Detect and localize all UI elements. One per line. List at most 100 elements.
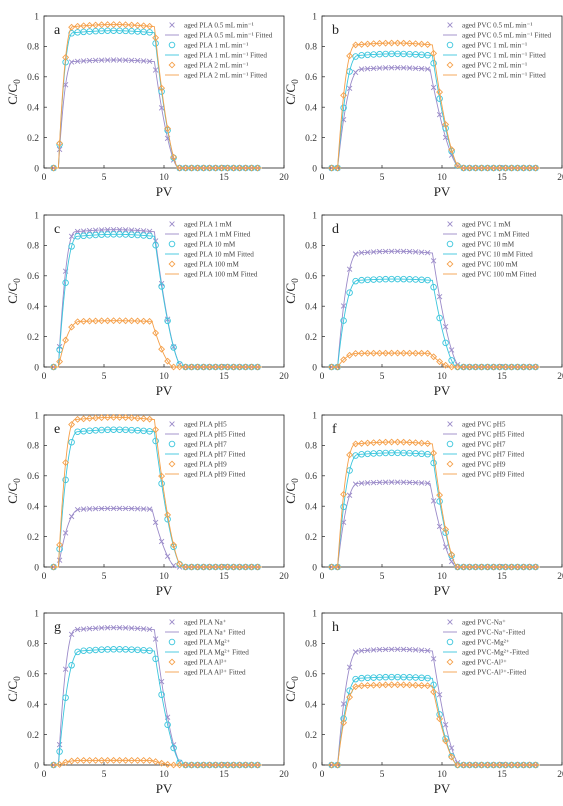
data-point	[182, 164, 190, 172]
data-point	[68, 631, 75, 638]
data-point	[110, 624, 117, 631]
data-point	[128, 505, 135, 512]
fitted-curve	[53, 648, 262, 766]
data-point	[86, 21, 94, 29]
data-point	[134, 227, 141, 234]
data-point	[86, 506, 93, 512]
y-tick-label: 0	[312, 164, 317, 174]
data-point	[418, 249, 425, 255]
data-point	[490, 363, 498, 371]
data-point	[358, 349, 366, 357]
data-point	[164, 760, 172, 768]
panel-b: 0 5 10 15 20 0 0.2 0.4 0.6 0.8 1 PV C/C0 b aged PVC 0.…	[283, 12, 563, 199]
data-point	[532, 164, 540, 172]
data-point	[526, 563, 534, 571]
data-point	[388, 646, 395, 653]
data-point	[490, 761, 498, 769]
data-point	[92, 625, 99, 631]
data-point	[424, 249, 431, 256]
data-point	[158, 283, 165, 290]
y-tick-label: 0.6	[305, 472, 317, 482]
y-tick-label: 1	[312, 609, 317, 619]
data-point	[92, 317, 100, 325]
legend-marker	[446, 440, 454, 448]
data-point	[418, 349, 426, 357]
fitted-curve	[331, 67, 540, 169]
data-point	[110, 505, 117, 512]
data-point	[188, 761, 196, 769]
data-point	[430, 656, 437, 662]
y-axis-label-subscript: 0	[290, 278, 300, 283]
data-point	[376, 349, 384, 357]
x-tick-label: 0	[42, 173, 47, 183]
y-tick-label: 1	[312, 411, 317, 421]
data-point	[140, 756, 148, 764]
legend-marker	[169, 619, 175, 625]
data-point	[394, 349, 402, 357]
y-tick-label: 0.4	[305, 701, 317, 711]
data-point	[134, 57, 141, 64]
data-point	[352, 251, 359, 257]
y-axis-label: C/C0	[5, 478, 22, 504]
data-point	[140, 626, 147, 632]
data-point	[394, 39, 402, 47]
data-point	[514, 563, 522, 571]
legend-entry: aged PLA 1 mL min⁻¹ Fitted	[184, 52, 267, 60]
data-point	[412, 40, 420, 48]
data-point	[80, 58, 87, 64]
data-point	[376, 438, 384, 446]
data-point	[340, 490, 348, 498]
x-tick-label: 20	[279, 770, 289, 780]
data-point	[388, 248, 395, 255]
data-point	[68, 662, 75, 669]
data-point	[158, 84, 166, 92]
data-point	[436, 88, 444, 96]
data-point	[418, 65, 425, 72]
data-point	[364, 439, 372, 447]
data-point	[254, 363, 262, 371]
data-point	[334, 164, 342, 172]
x-tick-label: 15	[219, 372, 229, 382]
legend-marker	[447, 221, 453, 227]
data-point	[370, 65, 377, 72]
data-point	[364, 66, 371, 72]
data-point	[158, 472, 166, 480]
y-tick-label: 0.8	[305, 640, 317, 650]
data-point	[340, 317, 347, 324]
x-tick-label: 0	[320, 173, 325, 183]
data-point	[520, 761, 528, 769]
data-point	[352, 440, 360, 448]
data-point	[254, 164, 262, 172]
data-point	[376, 479, 383, 486]
fitted-curve	[331, 481, 540, 568]
x-tick-label: 0	[320, 572, 325, 582]
data-point	[86, 317, 94, 325]
data-point	[188, 563, 196, 571]
data-point	[158, 691, 165, 698]
panel-letter: b	[332, 23, 339, 38]
data-point	[424, 51, 431, 59]
data-point	[74, 506, 81, 513]
y-tick-label: 0.6	[305, 272, 317, 282]
x-tick-label: 10	[159, 372, 169, 382]
data-point	[352, 452, 359, 459]
data-point	[116, 625, 123, 631]
x-tick-label: 0	[42, 770, 47, 780]
legend-marker	[446, 41, 454, 49]
data-point	[418, 480, 425, 486]
data-point	[388, 39, 396, 47]
data-point	[68, 757, 76, 765]
legend-entry: aged PLA 1 mM	[184, 221, 232, 229]
y-axis-label-subscript: 0	[12, 676, 22, 681]
x-tick-label: 5	[380, 173, 385, 183]
data-point	[454, 563, 462, 571]
data-point	[104, 317, 112, 325]
data-point	[376, 646, 383, 653]
panel-letter: d	[332, 222, 339, 237]
data-point	[430, 49, 438, 57]
data-point	[206, 761, 214, 769]
x-tick-label: 10	[437, 572, 447, 582]
data-point	[382, 438, 390, 446]
fitted-curve	[53, 320, 262, 368]
data-point	[364, 349, 372, 357]
